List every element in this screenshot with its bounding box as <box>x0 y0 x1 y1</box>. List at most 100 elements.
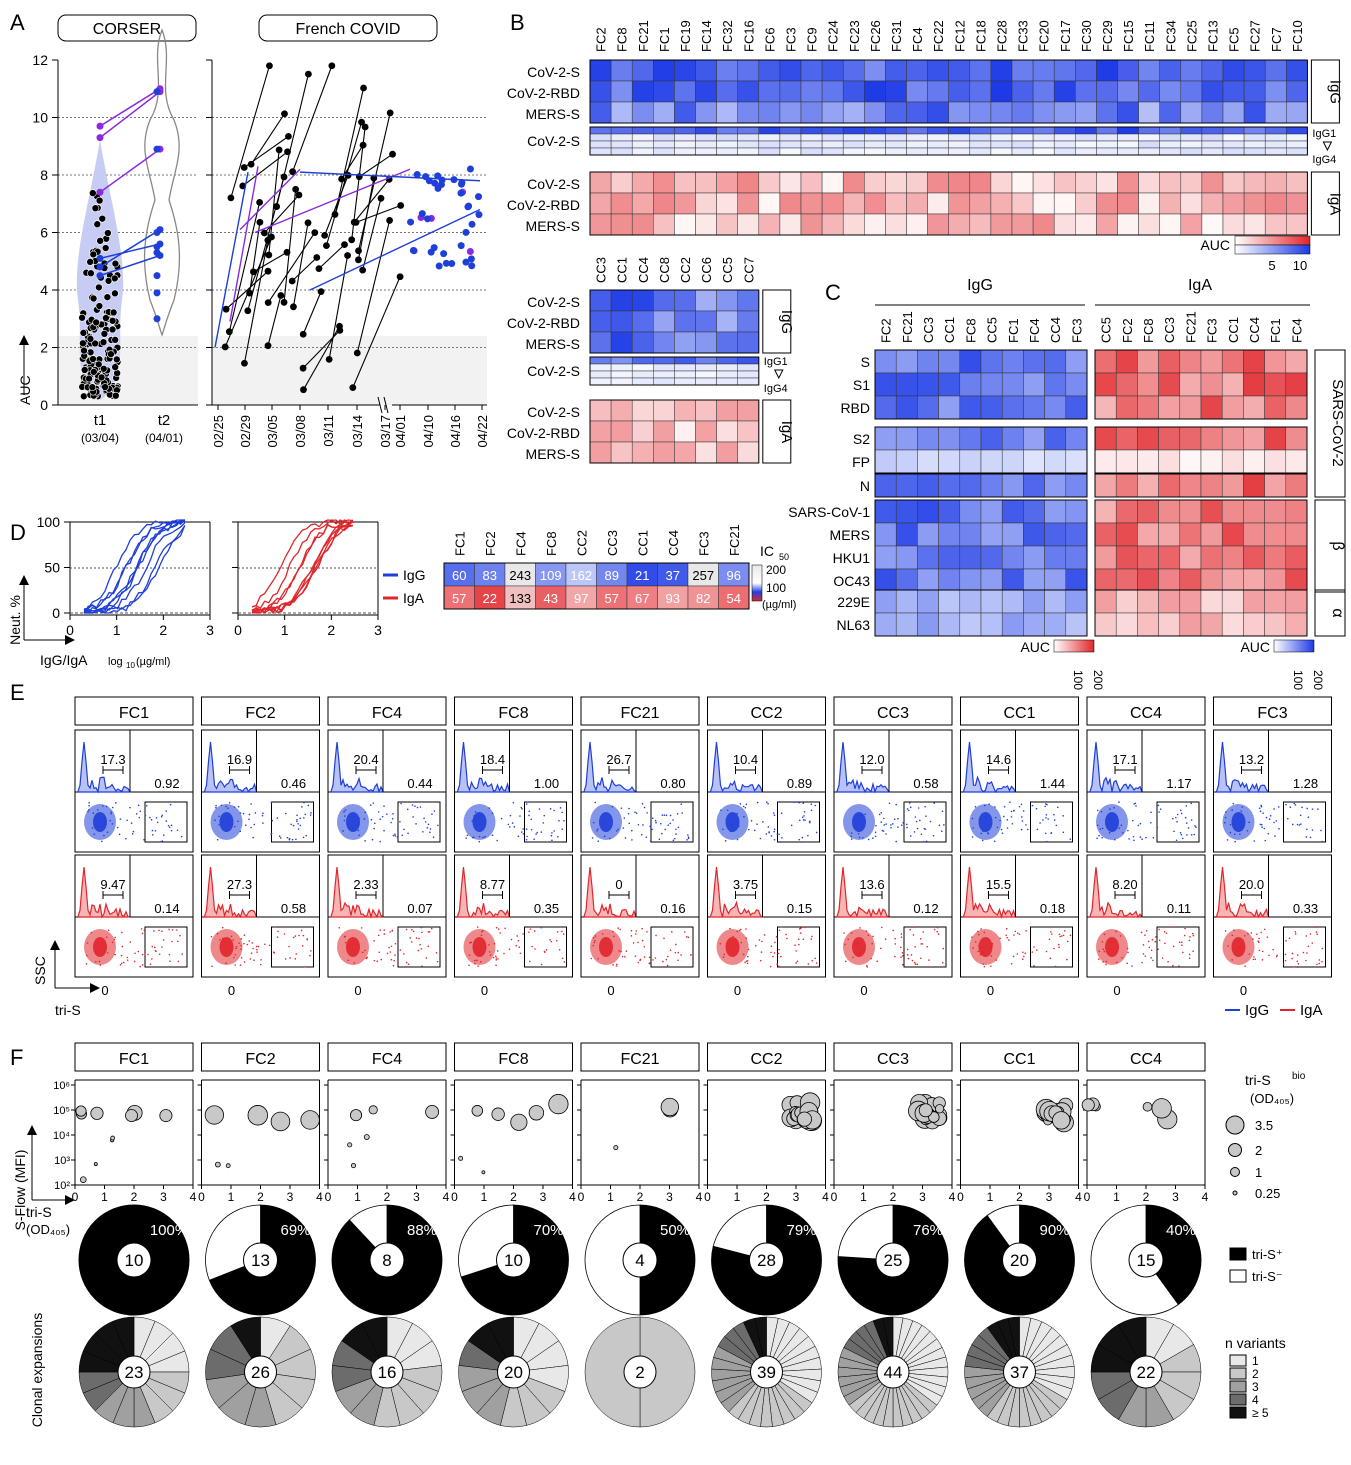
dot <box>988 803 990 805</box>
data-point <box>96 122 104 130</box>
heatmap-cell <box>864 147 886 156</box>
gate-box <box>397 926 441 968</box>
pie-center <box>369 1242 405 1278</box>
x-tick-label: 1 <box>860 1190 867 1204</box>
heatmap-cell <box>695 420 717 443</box>
scale-bar <box>1053 639 1095 653</box>
heatmap-cell <box>716 310 738 333</box>
connector-line <box>359 153 393 178</box>
heatmap-cell <box>1065 499 1088 524</box>
dot <box>378 951 381 954</box>
data-point <box>328 62 336 70</box>
dot <box>1178 941 1181 944</box>
dot <box>149 816 151 819</box>
dot <box>499 932 501 934</box>
column-header: FC4 <box>372 705 402 722</box>
data-point <box>93 220 102 229</box>
row-label: NL63 <box>837 617 871 633</box>
dot <box>99 964 102 966</box>
dot <box>364 840 366 842</box>
dot <box>1016 932 1019 934</box>
heatmap-cell <box>1044 499 1067 524</box>
pie-negative <box>837 1204 894 1261</box>
heatmap-cell <box>1096 171 1118 194</box>
dot <box>1145 836 1147 839</box>
dot <box>103 834 105 837</box>
dot <box>283 933 286 935</box>
data-point <box>96 263 104 271</box>
dot <box>403 953 405 955</box>
heatmap-cell <box>1053 133 1076 142</box>
dot <box>102 805 104 807</box>
dot <box>416 806 419 809</box>
dot <box>858 953 861 955</box>
y-tick-label: 8 <box>40 167 48 183</box>
heatmap-cell <box>653 126 675 135</box>
heatmap-cell <box>980 395 1003 420</box>
dot <box>773 838 776 841</box>
column-label: FC2 <box>879 318 894 343</box>
heatmap-cell <box>1180 171 1203 194</box>
dot <box>661 814 664 816</box>
dot <box>1226 839 1229 841</box>
heatmap-cell <box>874 449 897 474</box>
data-point <box>153 315 161 323</box>
connector-line <box>325 121 363 246</box>
heatmap-cell <box>1094 499 1117 524</box>
dot <box>921 943 924 945</box>
heatmap-cell <box>695 59 717 82</box>
dot <box>1273 821 1275 824</box>
data-point <box>264 267 272 275</box>
dot <box>107 929 110 932</box>
heatmap-cell <box>1286 147 1308 156</box>
clonal-count: 22 <box>1137 1363 1156 1382</box>
data-point <box>99 338 108 346</box>
column-label: FC4 <box>1027 318 1042 343</box>
gate-box <box>271 926 314 968</box>
heatmap-cell <box>800 133 823 142</box>
heatmap-cell <box>758 213 781 236</box>
data-point <box>153 272 161 280</box>
connector-line <box>267 295 282 346</box>
dot <box>1014 930 1017 933</box>
heatmap-cell <box>716 133 738 142</box>
heatmap-cell <box>758 80 781 103</box>
dot <box>628 807 630 810</box>
variants-swatch <box>1229 1367 1247 1380</box>
dot <box>690 954 692 956</box>
group-label-sars-cov-2: SARS-CoV-2 <box>1329 379 1346 467</box>
dot <box>630 929 633 932</box>
heatmap-cell <box>842 140 865 149</box>
dot <box>309 814 312 816</box>
data-point <box>256 198 264 206</box>
heatmap-cell <box>1243 473 1265 498</box>
dot <box>543 950 546 953</box>
gate-value: 0.89 <box>787 776 812 791</box>
heatmap-cell <box>1065 589 1088 614</box>
bubble <box>481 1170 486 1175</box>
dot <box>495 958 498 961</box>
dotplot-box <box>1213 916 1332 978</box>
data-point <box>425 177 433 185</box>
pie-count: 20 <box>1010 1251 1029 1270</box>
heatmap-cell <box>948 171 971 194</box>
heatmap-cell <box>927 80 949 103</box>
heatmap-cell <box>716 101 738 124</box>
density-core <box>1105 937 1119 957</box>
dot <box>351 827 354 830</box>
data-point <box>457 189 465 197</box>
arrow-head <box>27 1125 37 1135</box>
heatmap-cell <box>990 192 1013 215</box>
heatmap-cell <box>1053 192 1076 215</box>
heatmap-cell <box>716 192 738 215</box>
dot <box>798 943 800 946</box>
dot <box>852 943 855 945</box>
heatmap-cell <box>927 140 949 149</box>
dot <box>911 959 914 962</box>
dot <box>1172 817 1174 820</box>
dot <box>221 937 224 940</box>
histogram-value: 13.6 <box>859 877 884 892</box>
dot <box>773 830 776 833</box>
heatmap-cell <box>653 331 675 354</box>
dot <box>1173 830 1175 833</box>
